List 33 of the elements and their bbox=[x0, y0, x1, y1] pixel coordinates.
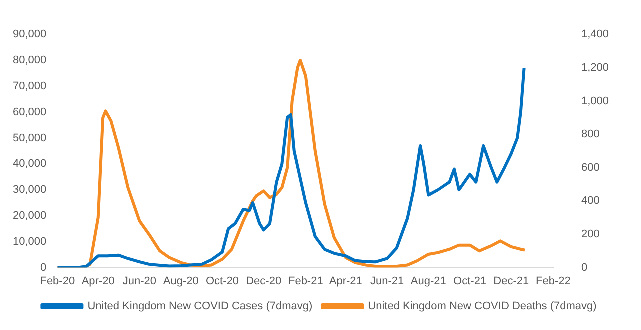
y2-tick-label: 800 bbox=[581, 128, 600, 141]
y2-tick-label: 200 bbox=[581, 228, 600, 241]
x-tick-label: Feb-21 bbox=[288, 275, 324, 288]
x-tick-label: Jun-20 bbox=[122, 275, 157, 288]
x-tick-label: Feb-20 bbox=[40, 275, 76, 288]
x-tick-label: Dec-21 bbox=[494, 275, 530, 288]
x-tick-label: Feb-22 bbox=[536, 275, 571, 288]
y-tick-label: 60,000 bbox=[12, 106, 47, 118]
legend-label: United Kingdom New COVID Cases (7dmavg) bbox=[88, 300, 313, 313]
y-tick-label: 20,000 bbox=[12, 210, 47, 222]
y-tick-label: 30,000 bbox=[12, 184, 47, 196]
y2-tick-label: 400 bbox=[581, 195, 600, 208]
legend-label: United Kingdom New COVID Deaths (7dmavg) bbox=[368, 300, 597, 313]
y-tick-label: 70,000 bbox=[12, 80, 47, 92]
x-tick-label: Oct-21 bbox=[454, 275, 487, 288]
y-tick-label: 50,000 bbox=[12, 132, 47, 144]
x-tick-label: Dec-20 bbox=[246, 275, 282, 288]
y-tick-label: 10,000 bbox=[12, 236, 47, 248]
y-tick-label: 90,000 bbox=[12, 28, 47, 41]
y2-tick-label: 0 bbox=[581, 262, 588, 274]
x-tick-label: Oct-20 bbox=[206, 275, 239, 288]
y2-tick-label: 1,400 bbox=[581, 28, 610, 41]
y2-tick-label: 1,200 bbox=[581, 62, 610, 74]
x-tick-label: Apr-21 bbox=[329, 275, 362, 288]
y2-tick-label: 600 bbox=[581, 162, 600, 174]
y-tick-label: 40,000 bbox=[12, 158, 47, 170]
x-tick-label: Aug-21 bbox=[410, 275, 446, 288]
y2-tick-label: 1,000 bbox=[581, 95, 610, 108]
x-tick-label: Aug-20 bbox=[163, 275, 199, 288]
y-tick-label: 0 bbox=[40, 262, 47, 274]
x-tick-label: Apr-20 bbox=[82, 275, 115, 288]
y-tick-label: 80,000 bbox=[12, 54, 47, 67]
x-tick-label: Jun-21 bbox=[370, 275, 404, 288]
